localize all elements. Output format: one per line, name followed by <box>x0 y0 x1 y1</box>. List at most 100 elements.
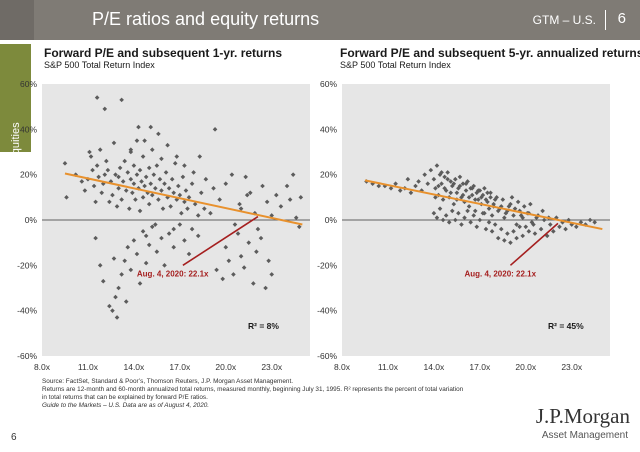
data-point <box>153 185 158 191</box>
y-tick-label: 0% <box>25 215 38 225</box>
data-point <box>146 165 152 171</box>
data-point <box>293 215 299 221</box>
data-point <box>238 253 244 259</box>
data-point <box>436 183 441 189</box>
data-point <box>538 226 544 232</box>
data-point <box>511 213 516 218</box>
data-point <box>122 258 127 264</box>
data-point <box>82 188 88 193</box>
data-point <box>468 219 473 225</box>
data-point <box>489 213 495 218</box>
y-tick-label: -60% <box>317 351 337 361</box>
data-point <box>498 204 504 209</box>
data-point <box>453 217 458 223</box>
data-point <box>241 265 247 270</box>
data-point <box>284 183 290 189</box>
data-point <box>229 172 235 177</box>
data-point <box>278 204 284 209</box>
data-point <box>251 281 256 286</box>
data-point <box>485 199 490 205</box>
data-point <box>114 315 120 320</box>
data-point <box>296 224 302 230</box>
data-point <box>93 199 98 205</box>
data-point <box>440 197 446 202</box>
data-point <box>500 197 506 202</box>
data-point <box>119 272 124 277</box>
data-point <box>211 185 216 191</box>
data-point <box>119 97 124 103</box>
data-point <box>175 183 181 189</box>
data-point <box>107 303 112 309</box>
right-chart-subtitle: S&P 500 Total Return Index <box>340 60 451 70</box>
data-point <box>237 201 242 207</box>
footnote-returns-2: in total returns that can be explained b… <box>42 394 208 401</box>
data-point <box>495 235 501 241</box>
data-point <box>472 208 478 214</box>
y-tick-label: -40% <box>17 306 37 316</box>
data-point <box>208 210 213 216</box>
data-point <box>269 272 275 277</box>
data-point <box>171 244 177 250</box>
x-tick-label: 8.0x <box>334 362 351 372</box>
data-point <box>557 224 562 230</box>
data-point <box>469 192 475 198</box>
data-point <box>148 124 154 130</box>
data-point <box>260 183 265 189</box>
data-point <box>246 240 252 245</box>
data-point <box>125 170 131 175</box>
data-point <box>456 185 461 191</box>
data-point <box>523 224 529 230</box>
data-point <box>231 272 236 277</box>
data-point <box>477 217 483 223</box>
data-point <box>511 229 516 234</box>
data-point <box>137 281 143 286</box>
data-point <box>439 181 444 187</box>
data-point <box>110 308 115 313</box>
data-point <box>434 215 440 221</box>
data-point <box>107 199 112 205</box>
data-point <box>137 208 143 214</box>
data-point <box>191 170 196 175</box>
section-tab[interactable]: Equities <box>0 44 31 162</box>
data-point <box>154 163 160 168</box>
y-tick-label: -60% <box>17 351 37 361</box>
data-point <box>492 197 498 202</box>
x-tick-label: 17.0x <box>469 362 491 372</box>
data-point <box>480 210 486 216</box>
data-point <box>111 256 117 261</box>
data-point <box>474 224 480 230</box>
data-point <box>160 206 166 211</box>
data-point <box>113 294 118 300</box>
data-point <box>488 190 493 196</box>
data-point <box>238 206 244 211</box>
x-tick-label: 23.0x <box>561 362 583 372</box>
data-point <box>100 278 106 284</box>
jpmorgan-logo: J.P.Morgan <box>535 404 630 428</box>
data-point <box>166 231 172 236</box>
data-point <box>166 185 172 191</box>
data-point <box>526 229 532 234</box>
data-point <box>97 263 103 268</box>
data-point <box>457 174 463 180</box>
data-point <box>162 181 167 187</box>
data-point <box>189 181 195 187</box>
data-point <box>136 124 141 130</box>
data-point <box>287 197 293 202</box>
logo-subtitle: Asset Management <box>541 430 628 441</box>
data-point <box>136 185 141 191</box>
header-separator <box>605 10 606 30</box>
data-point <box>137 167 143 173</box>
y-tick-label: 20% <box>320 170 337 180</box>
data-point <box>503 210 509 216</box>
x-tick-label: 14.0x <box>123 362 145 372</box>
x-tick-label: 14.0x <box>423 362 445 372</box>
data-point <box>157 176 163 182</box>
data-point <box>431 176 437 182</box>
footnote-source: Source: FactSet, Standard & Poor’s, Thom… <box>42 378 294 385</box>
data-point <box>433 195 438 200</box>
data-point <box>574 224 579 230</box>
data-point <box>119 197 124 202</box>
data-point <box>475 188 481 193</box>
data-point <box>445 170 450 175</box>
x-tick-label: 20.0x <box>215 362 237 372</box>
